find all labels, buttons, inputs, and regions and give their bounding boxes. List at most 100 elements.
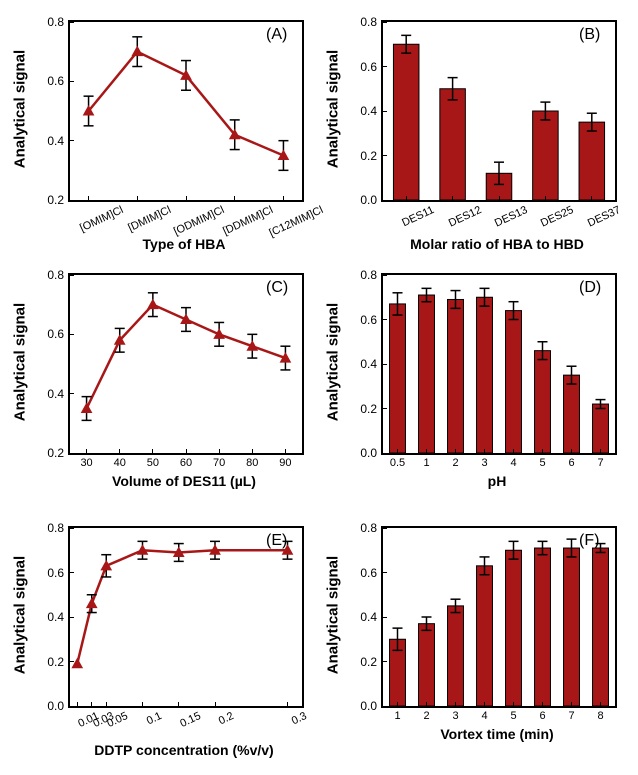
ytick-label: 0.0 — [360, 446, 377, 460]
xtick-label: 30 — [80, 457, 92, 469]
xtick-label: 1 — [423, 457, 429, 469]
panel-letter: (F) — [579, 532, 599, 550]
xtick-label: [C12MIM]Cl — [268, 204, 326, 239]
xtick-label: 2 — [452, 457, 458, 469]
ytick-label: 0.2 — [360, 402, 377, 416]
ytick-label: 0.6 — [47, 566, 64, 580]
xtick-label: 0.2 — [217, 710, 236, 727]
ylabel: Analytical signal — [12, 556, 29, 674]
ytick-label: 0.2 — [47, 446, 64, 460]
plot-area: 0.20.40.60.8[OMIM]Cl[DMIM]Cl[ODMIM]Cl[DD… — [68, 20, 304, 202]
ytick-label: 0.8 — [360, 521, 377, 535]
plot-svg — [383, 22, 615, 200]
ytick-label: 0.8 — [360, 15, 377, 29]
xtick-label: 6 — [539, 710, 545, 722]
ylabel: Analytical signal — [325, 303, 342, 421]
xtick-label: 7 — [568, 710, 574, 722]
ytick-label: 0.2 — [47, 655, 64, 669]
xtick-label: DES13 — [493, 204, 530, 230]
xtick-label: DES11 — [400, 204, 436, 229]
xtick-label: 90 — [279, 457, 291, 469]
ytick-label: 0.6 — [360, 313, 377, 327]
panel-E: 0.00.20.40.60.80.010.030.050.10.150.20.3… — [10, 516, 315, 765]
ytick-label: 0.2 — [360, 655, 377, 669]
xtick-label: [DDMIM]Cl — [221, 204, 275, 238]
ytick-label: 0.4 — [47, 134, 64, 148]
xtick-label: 4 — [510, 457, 516, 469]
plot-area: 0.20.40.60.830405060708090 — [68, 273, 304, 455]
ytick-label: 0.6 — [360, 566, 377, 580]
xtick-label: 50 — [147, 457, 159, 469]
plot-area: 0.00.20.40.60.8DES11DES12DES13DES25DES37 — [381, 20, 617, 202]
ytick-label: 0.6 — [47, 327, 64, 341]
panel-F: 0.00.20.40.60.812345678Analytical signal… — [323, 516, 628, 765]
xtick-label: [DMIM]Cl — [127, 204, 174, 234]
ytick-label: 0.4 — [360, 104, 377, 118]
xtick-label: 2 — [423, 710, 429, 722]
xtick-label: [OMIM]Cl — [78, 204, 125, 235]
ytick-label: 0.8 — [47, 15, 64, 29]
xtick-label: 6 — [568, 457, 574, 469]
xlabel: Vortex time (min) — [440, 726, 553, 742]
xtick-label: 7 — [597, 457, 603, 469]
ytick-label: 0.8 — [360, 268, 377, 282]
ytick-label: 0.4 — [360, 357, 377, 371]
xtick-label: 4 — [481, 710, 487, 722]
plot-area: 0.00.20.40.60.812345678 — [381, 526, 617, 708]
chart-grid: 0.2 0.4 0.6 0.8 [OMIM]Cl[DMIM]Cl[ODMIM]Cl[DD… — [10, 10, 628, 765]
panel-B: 0.00.20.40.60.8DES11DES12DES13DES25DES37… — [323, 10, 628, 259]
ytick-label: 0.0 — [47, 699, 64, 713]
ytick-label: 0.2 — [47, 193, 64, 207]
xtick-label: 8 — [597, 710, 603, 722]
plot-svg — [70, 275, 302, 453]
xlabel: DDTP concentration (%v/v) — [94, 742, 273, 758]
ytick-label: 0.4 — [47, 610, 64, 624]
xlabel: Molar ratio of HBA to HBD — [410, 236, 584, 252]
plot-area: 0.00.20.40.60.80.010.030.050.10.150.20.3 — [68, 526, 304, 708]
xlabel: Type of HBA — [143, 236, 226, 252]
panel-A: 0.2 0.4 0.6 0.8 [OMIM]Cl[DMIM]Cl[ODMIM]Cl[DD… — [10, 10, 315, 259]
panel-letter: (D) — [579, 279, 601, 297]
ytick-label: 0.8 — [47, 521, 64, 535]
xtick-label: DES25 — [539, 204, 576, 230]
xtick-label: 80 — [246, 457, 258, 469]
panel-letter: (E) — [266, 532, 287, 550]
plot-svg — [70, 22, 302, 200]
ytick-label: 0.4 — [360, 610, 377, 624]
xtick-label: DES12 — [446, 204, 483, 230]
ytick-label: 0.4 — [47, 387, 64, 401]
xtick-label: 0.15 — [178, 710, 202, 730]
xtick-label: 3 — [452, 710, 458, 722]
plot-area: 0.00.20.40.60.80.51234567 — [381, 273, 617, 455]
panel-D: 0.00.20.40.60.80.51234567Analytical sign… — [323, 263, 628, 512]
xtick-label: 0.3 — [289, 710, 308, 727]
ytick-label: 0.6 — [47, 74, 64, 88]
xtick-label: 60 — [180, 457, 192, 469]
xtick-label: DES37 — [586, 204, 623, 230]
xtick-label: 5 — [539, 457, 545, 469]
xtick-label: 3 — [481, 457, 487, 469]
xtick-label: 0.5 — [390, 457, 405, 469]
plot-svg — [70, 528, 302, 706]
plot-svg — [383, 528, 615, 706]
xlabel: Volume of DES11 (µL) — [112, 473, 256, 489]
panel-letter: (B) — [579, 26, 600, 44]
ylabel: Analytical signal — [12, 50, 29, 168]
xlabel: pH — [488, 473, 507, 489]
ytick-label: 0.6 — [360, 60, 377, 74]
xtick-label: 5 — [510, 710, 516, 722]
ylabel: Analytical signal — [325, 50, 342, 168]
xtick-label: 1 — [394, 710, 400, 722]
panel-letter: (A) — [266, 26, 287, 44]
ylabel: Analytical signal — [12, 303, 29, 421]
ytick-label: 0.0 — [360, 193, 377, 207]
xtick-label: 70 — [213, 457, 225, 469]
xtick-label: 0.1 — [144, 710, 163, 727]
ytick-label: 0.8 — [47, 268, 64, 282]
panel-letter: (C) — [266, 279, 288, 297]
ytick-label: 0.2 — [360, 149, 377, 163]
panel-C: 0.20.40.60.830405060708090 Analytical sig… — [10, 263, 315, 512]
ytick-label: 0.0 — [360, 699, 377, 713]
ylabel: Analytical signal — [325, 556, 342, 674]
xtick-label: [ODMIM]Cl — [172, 204, 226, 238]
